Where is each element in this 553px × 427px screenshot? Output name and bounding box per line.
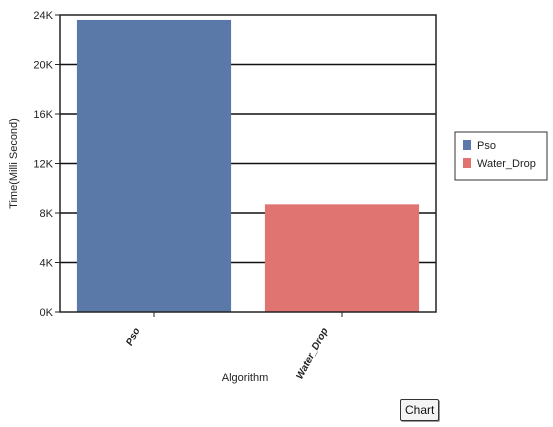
bar-water-drop: [264, 204, 420, 312]
legend-box: [454, 131, 548, 181]
y-tick-label: 24K: [33, 10, 53, 22]
x-axis-title: Algorithm: [222, 372, 268, 384]
legend-label: Water_Drop: [477, 158, 536, 170]
y-tick-label: 8K: [40, 208, 54, 220]
chart-button[interactable]: Chart: [400, 399, 440, 421]
bar-pso: [76, 19, 232, 312]
legend-swatch: [463, 140, 471, 150]
y-tick-label: 0K: [40, 307, 54, 319]
legend-swatch: [463, 158, 471, 168]
y-tick-label: 20K: [33, 60, 53, 72]
bars: [76, 19, 420, 312]
x-tick-label: Pso: [124, 326, 142, 347]
y-axis-title: Time(Milli Second): [8, 118, 20, 209]
x-axis-ticks: Pso Water_Drop: [124, 312, 343, 381]
y-tick-label: 4K: [40, 258, 54, 270]
legend-label: Pso: [477, 140, 496, 152]
y-tick-label: 16K: [33, 109, 53, 121]
x-tick-label: Water_Drop: [294, 326, 330, 381]
y-axis-ticks: 0K 4K 8K 12K 16K 20K 24K: [33, 10, 60, 319]
legend: Pso Water_Drop: [454, 131, 548, 181]
y-tick-label: 12K: [33, 159, 53, 171]
